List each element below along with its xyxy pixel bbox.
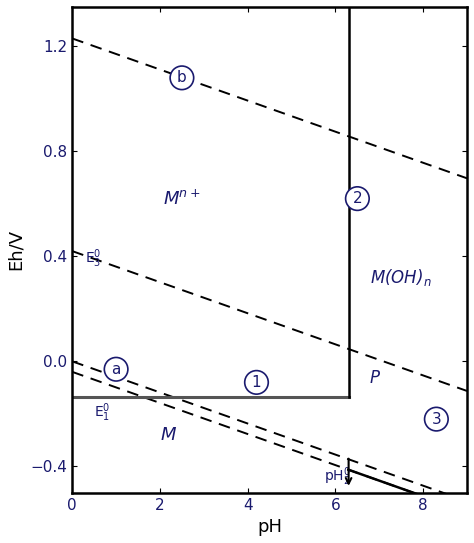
Text: E$_1^0$: E$_1^0$ [94, 401, 110, 424]
Text: M(OH)$_n$: M(OH)$_n$ [370, 267, 432, 288]
X-axis label: pH: pH [257, 518, 282, 536]
Text: 3: 3 [431, 412, 441, 427]
Text: P: P [370, 369, 380, 388]
Text: M$^{n+}$: M$^{n+}$ [163, 189, 201, 209]
Text: 1: 1 [252, 375, 261, 390]
Text: 2: 2 [353, 191, 362, 206]
Text: E$_3^0$: E$_3^0$ [85, 248, 102, 270]
Text: b: b [177, 71, 187, 85]
Y-axis label: Eh/V: Eh/V [7, 229, 25, 270]
Text: M: M [161, 426, 176, 444]
Text: a: a [111, 362, 121, 377]
Text: pH$_2^0$: pH$_2^0$ [325, 465, 351, 488]
